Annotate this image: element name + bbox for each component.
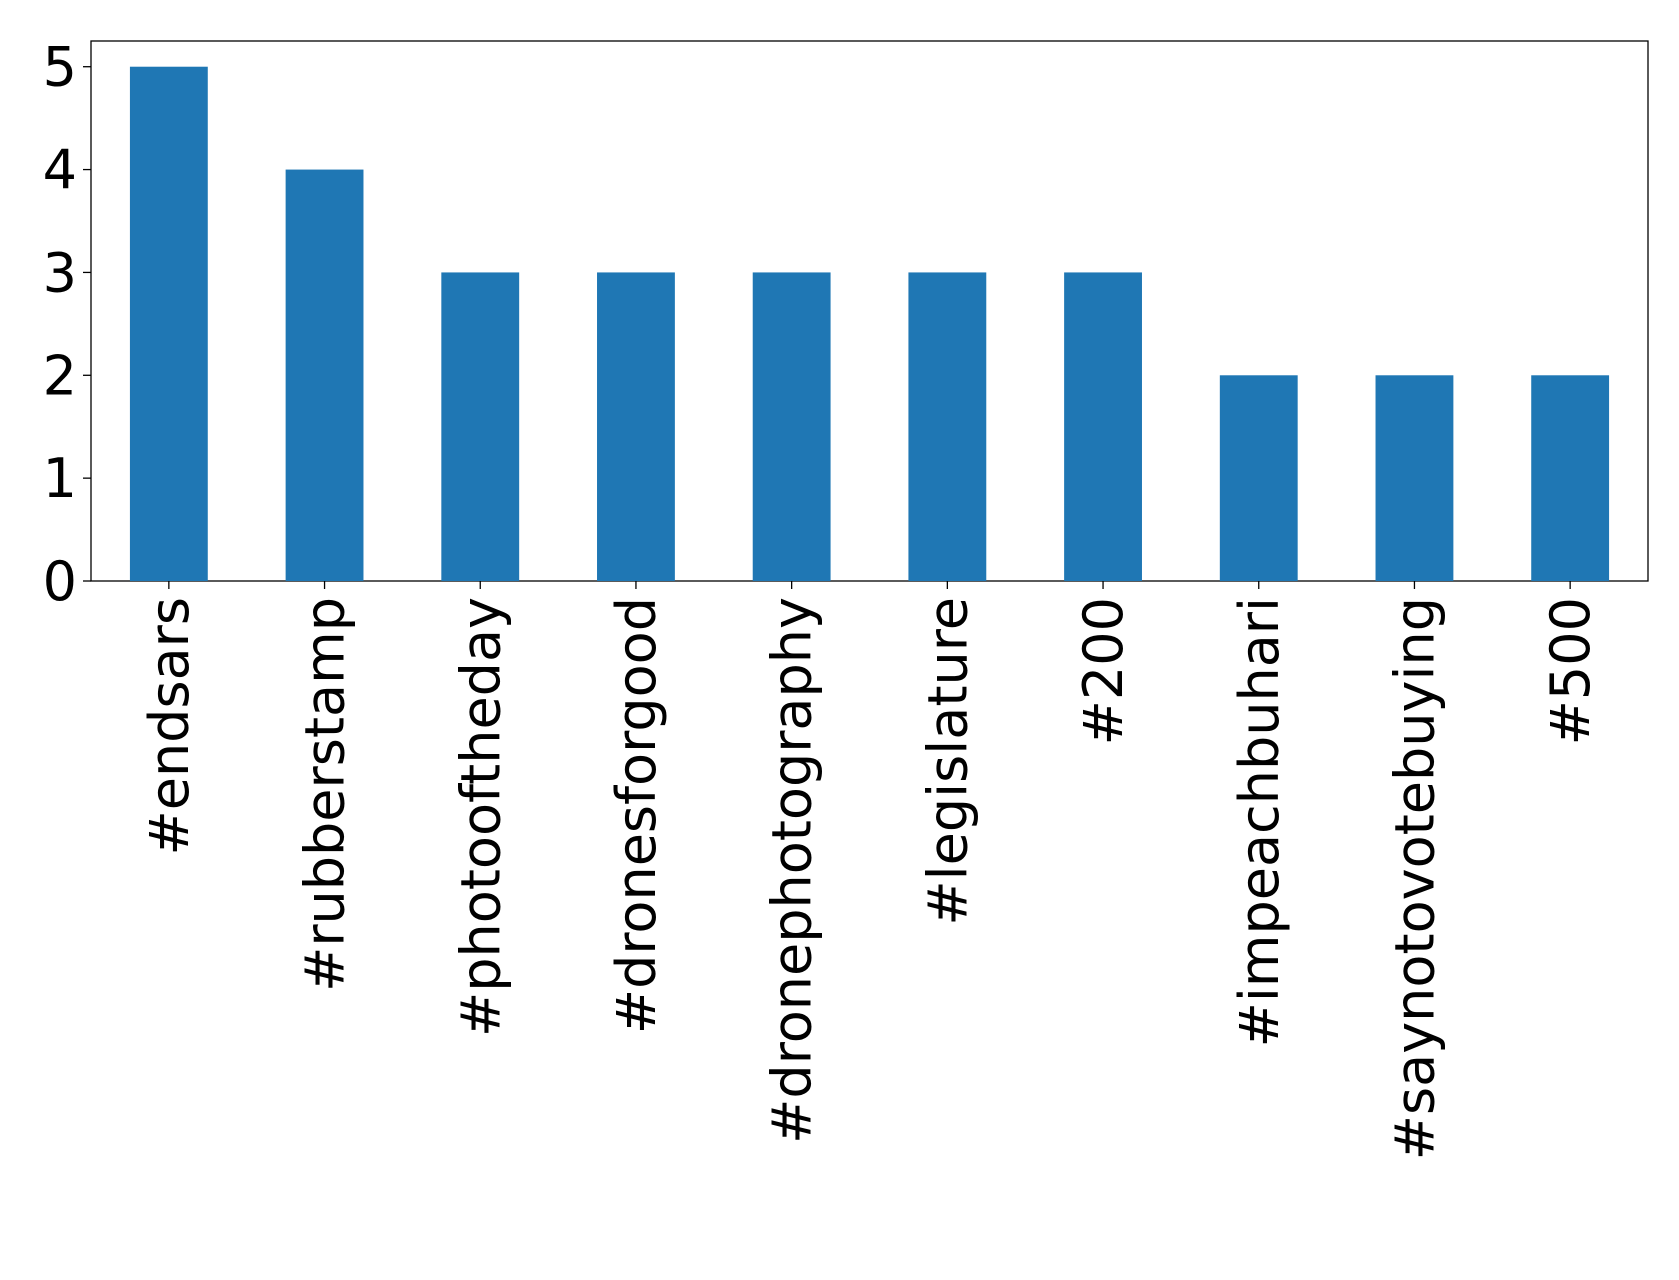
x-tick-label: #500 (1539, 597, 1602, 745)
y-tick-label: 3 (43, 241, 77, 304)
x-tick-label: #dronephotography (761, 597, 824, 1144)
x-tick-label: #legislature (916, 597, 979, 926)
y-tick-label: 5 (43, 36, 77, 99)
bar (752, 272, 831, 581)
bar (1531, 375, 1610, 581)
bar (1375, 375, 1454, 581)
bar (441, 272, 520, 581)
bar (1064, 272, 1142, 581)
x-tick-label: #endsars (138, 597, 201, 856)
x-tick-label: #200 (1072, 597, 1135, 745)
bar (597, 272, 675, 581)
bar (908, 272, 987, 581)
x-tick-label: #saynotovotebuying (1383, 597, 1446, 1160)
bar (129, 66, 208, 581)
y-tick-label: 2 (43, 344, 77, 407)
y-tick-label: 1 (43, 447, 77, 510)
x-tick-label: #rubberstamp (294, 597, 357, 992)
x-tick-label: #photooftheday (449, 597, 512, 1037)
bar (285, 169, 364, 582)
y-tick-label: 4 (43, 139, 77, 202)
x-tick-label: #impeachbuhari (1228, 597, 1291, 1047)
axes-frame (90, 40, 1649, 582)
x-tick-label: #dronesforgood (605, 597, 668, 1034)
y-tick-label: 0 (43, 550, 77, 613)
bar (1219, 375, 1298, 581)
